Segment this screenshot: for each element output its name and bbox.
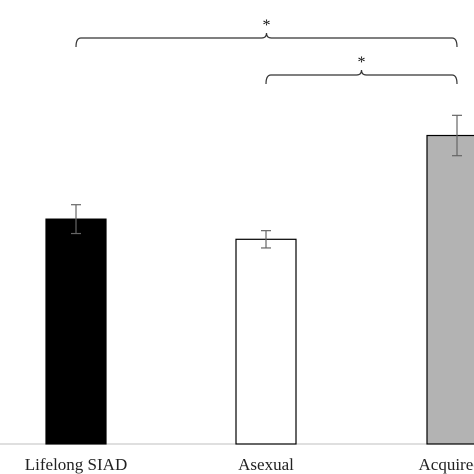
tick-labels-group: Lifelong SIAD Asexual Acquired S	[25, 455, 474, 474]
significance-bracket-1	[265, 69, 458, 85]
bars-group	[45, 134, 474, 445]
bar-1	[235, 238, 297, 445]
error-bars-group	[71, 114, 462, 249]
tick-label-2: Acquired S	[419, 455, 474, 474]
tick-label-0: Lifelong SIAD	[25, 455, 127, 474]
significance-bracket-0	[75, 32, 458, 48]
tick-label-1: Asexual	[238, 455, 294, 474]
significance-label-0: *	[263, 17, 271, 34]
bar-0	[45, 218, 107, 445]
significance-brackets-group: **	[75, 17, 458, 85]
significance-label-1: *	[358, 54, 366, 71]
bar-2	[426, 134, 474, 445]
